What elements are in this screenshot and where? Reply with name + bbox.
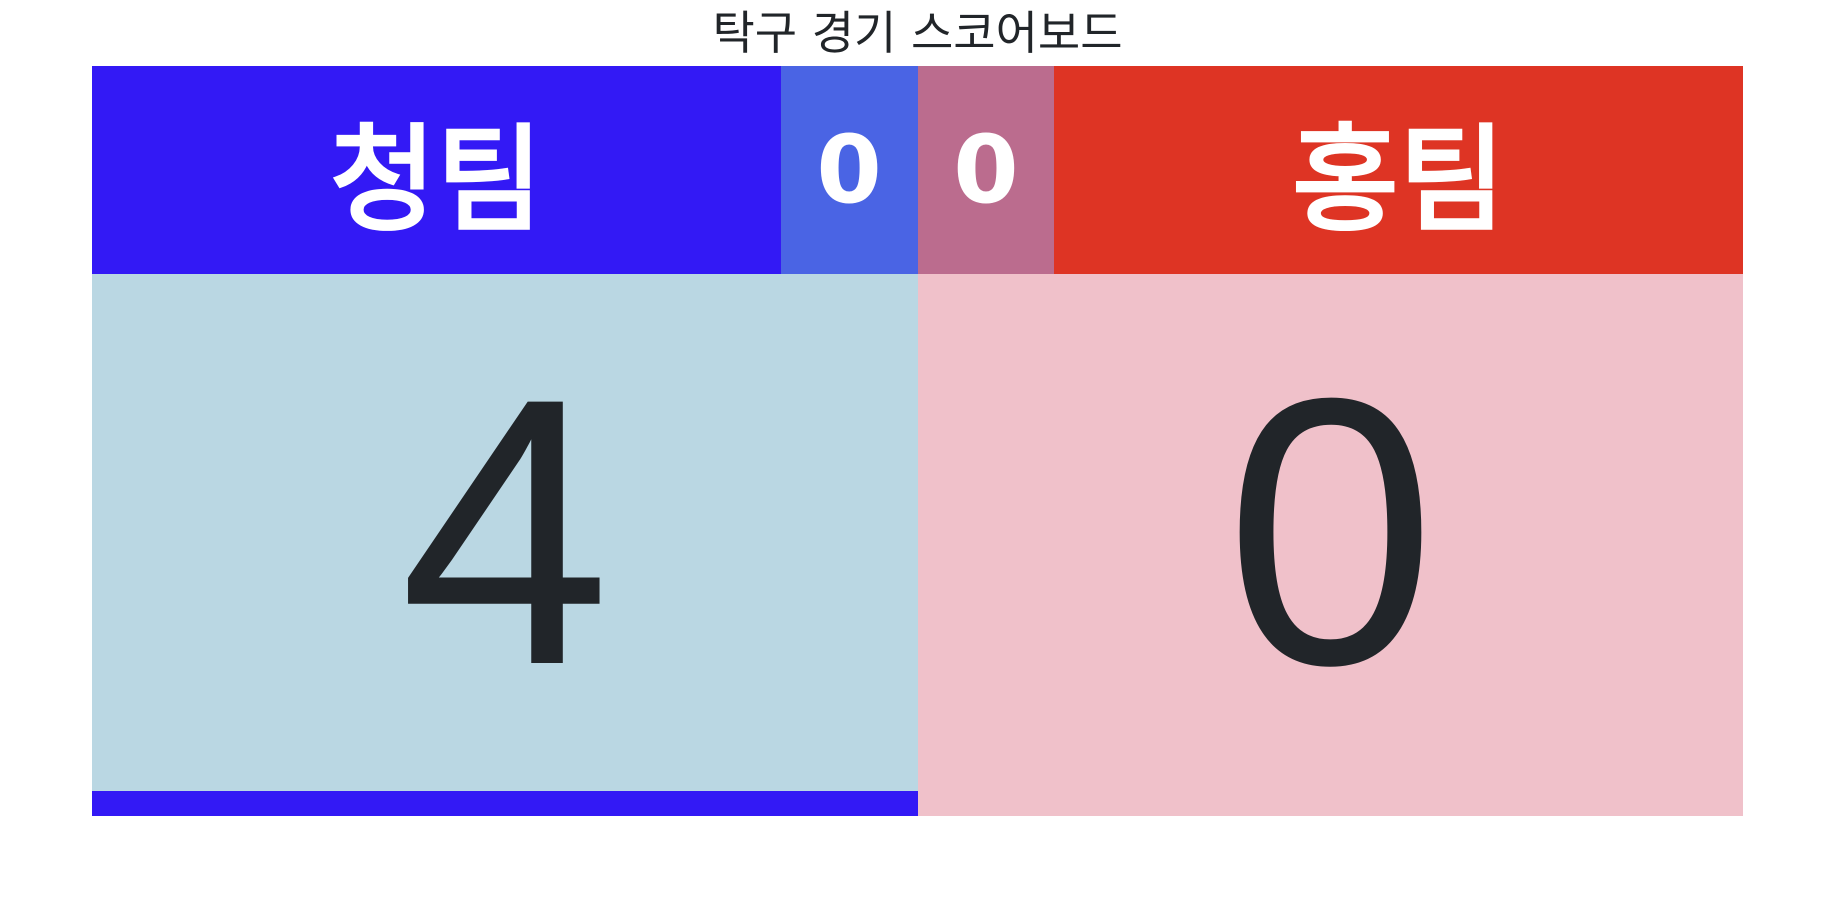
red-team-point-panel[interactable]: 0: [918, 274, 1743, 816]
red-team-set-score[interactable]: 0: [917, 66, 1055, 274]
blue-team-points: 4: [399, 319, 611, 744]
point-panels: 4 0: [92, 274, 1743, 816]
blue-team-set-score[interactable]: 0: [780, 66, 918, 274]
blue-team-point-panel[interactable]: 4: [92, 274, 918, 816]
blue-team-serve-indicator: [92, 791, 918, 816]
page-title: 탁구 경기 스코어보드: [712, 6, 1123, 60]
blue-team-name[interactable]: 청팀: [92, 66, 781, 274]
red-team-name[interactable]: 홍팀: [1054, 66, 1743, 274]
scoreboard-header: 청팀 0 0 홍팀: [92, 66, 1743, 274]
red-team-points: 0: [1224, 319, 1437, 744]
scoreboard: 청팀 0 0 홍팀 4 0: [92, 66, 1743, 816]
